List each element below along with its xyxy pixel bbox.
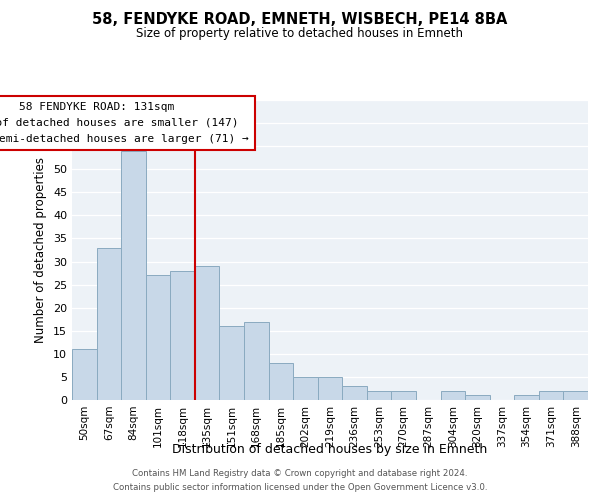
Y-axis label: Number of detached properties: Number of detached properties: [34, 157, 47, 343]
Bar: [121, 151, 146, 400]
Text: Size of property relative to detached houses in Emneth: Size of property relative to detached ho…: [137, 28, 464, 40]
Text: Contains public sector information licensed under the Open Government Licence v3: Contains public sector information licen…: [113, 484, 487, 492]
Bar: [514, 396, 539, 400]
Bar: [367, 391, 391, 400]
Text: 58 FENDYKE ROAD: 131sqm
← 67% of detached houses are smaller (147)
33% of semi-d: 58 FENDYKE ROAD: 131sqm ← 67% of detache…: [0, 102, 248, 144]
Bar: [465, 396, 490, 400]
Bar: [146, 276, 170, 400]
Bar: [342, 386, 367, 400]
Text: Distribution of detached houses by size in Emneth: Distribution of detached houses by size …: [172, 442, 488, 456]
Bar: [391, 391, 416, 400]
Bar: [293, 377, 318, 400]
Text: Contains HM Land Registry data © Crown copyright and database right 2024.: Contains HM Land Registry data © Crown c…: [132, 468, 468, 477]
Bar: [318, 377, 342, 400]
Bar: [440, 391, 465, 400]
Bar: [170, 271, 195, 400]
Bar: [97, 248, 121, 400]
Text: 58, FENDYKE ROAD, EMNETH, WISBECH, PE14 8BA: 58, FENDYKE ROAD, EMNETH, WISBECH, PE14 …: [92, 12, 508, 28]
Bar: [72, 349, 97, 400]
Bar: [195, 266, 220, 400]
Bar: [563, 391, 588, 400]
Bar: [539, 391, 563, 400]
Bar: [269, 363, 293, 400]
Bar: [220, 326, 244, 400]
Bar: [244, 322, 269, 400]
